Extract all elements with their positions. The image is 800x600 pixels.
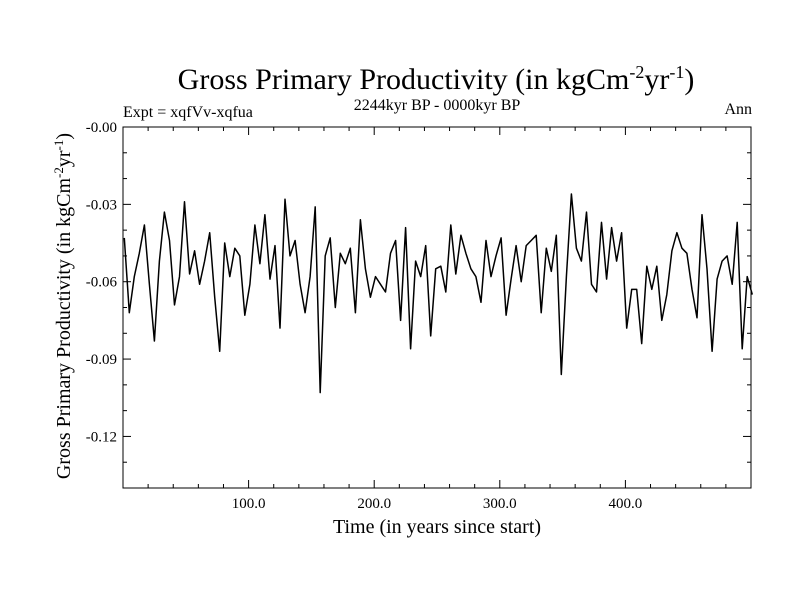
experiment-label: Expt = xqfVv-xqfua [123,104,253,121]
x-axis-title: Time (in years since start) [333,516,541,538]
x-tick-label: 400.0 [609,496,643,512]
x-tick-label: 200.0 [357,496,391,512]
season-label: Ann [724,101,752,118]
x-ticks: 100.0 200.0 300.0 400.0 [147,127,727,512]
chart-subtitle: 2244kyr BP - 0000kyr BP [354,97,521,114]
y-tick-label: -0.12 [86,429,117,445]
y-tick-label: -0.06 [86,275,118,291]
y-ticks: -0.00 -0.03 -0.06 -0.09 -0.12 [86,120,751,463]
y-tick-label: -0.09 [86,352,117,368]
y-tick-label: -0.03 [86,197,117,213]
x-tick-label: 100.0 [232,496,266,512]
y-tick-label: -0.00 [86,120,117,136]
plot-frame [122,126,752,489]
x-tick-label: 300.0 [483,496,517,512]
y-axis-title: Gross Primary Productivity (in kgCm-2yr-… [51,133,75,479]
chart-title: Gross Primary Productivity (in kgCm-2yr-… [178,62,695,96]
gpp-series-line [123,193,754,394]
